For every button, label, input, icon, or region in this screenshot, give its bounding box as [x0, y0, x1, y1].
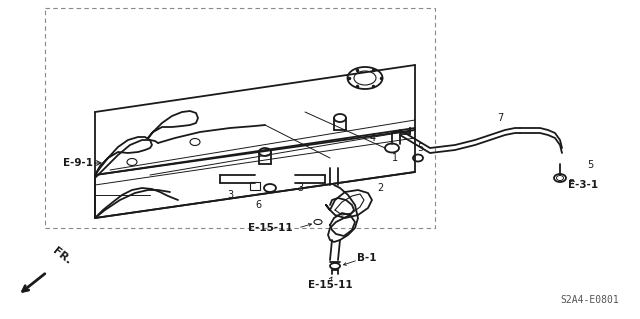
Text: 5: 5	[587, 160, 593, 170]
Text: E-9-1: E-9-1	[63, 158, 93, 168]
Text: E-3-1: E-3-1	[568, 180, 598, 190]
Text: FR.: FR.	[51, 246, 74, 266]
Text: 3: 3	[297, 183, 303, 193]
Text: 2: 2	[377, 183, 383, 193]
Text: 7: 7	[497, 113, 503, 123]
Bar	[250, 182, 260, 190]
Text: S2A4-E0801: S2A4-E0801	[561, 295, 620, 305]
Text: 5: 5	[417, 143, 423, 153]
Text: E-15-11: E-15-11	[248, 223, 292, 233]
Text: 6: 6	[255, 200, 261, 210]
Text: E-15-11: E-15-11	[308, 280, 352, 290]
Text: 1: 1	[392, 153, 398, 163]
Text: 4: 4	[370, 133, 376, 143]
Text: 3: 3	[227, 190, 233, 200]
Text: B-1: B-1	[357, 253, 377, 263]
